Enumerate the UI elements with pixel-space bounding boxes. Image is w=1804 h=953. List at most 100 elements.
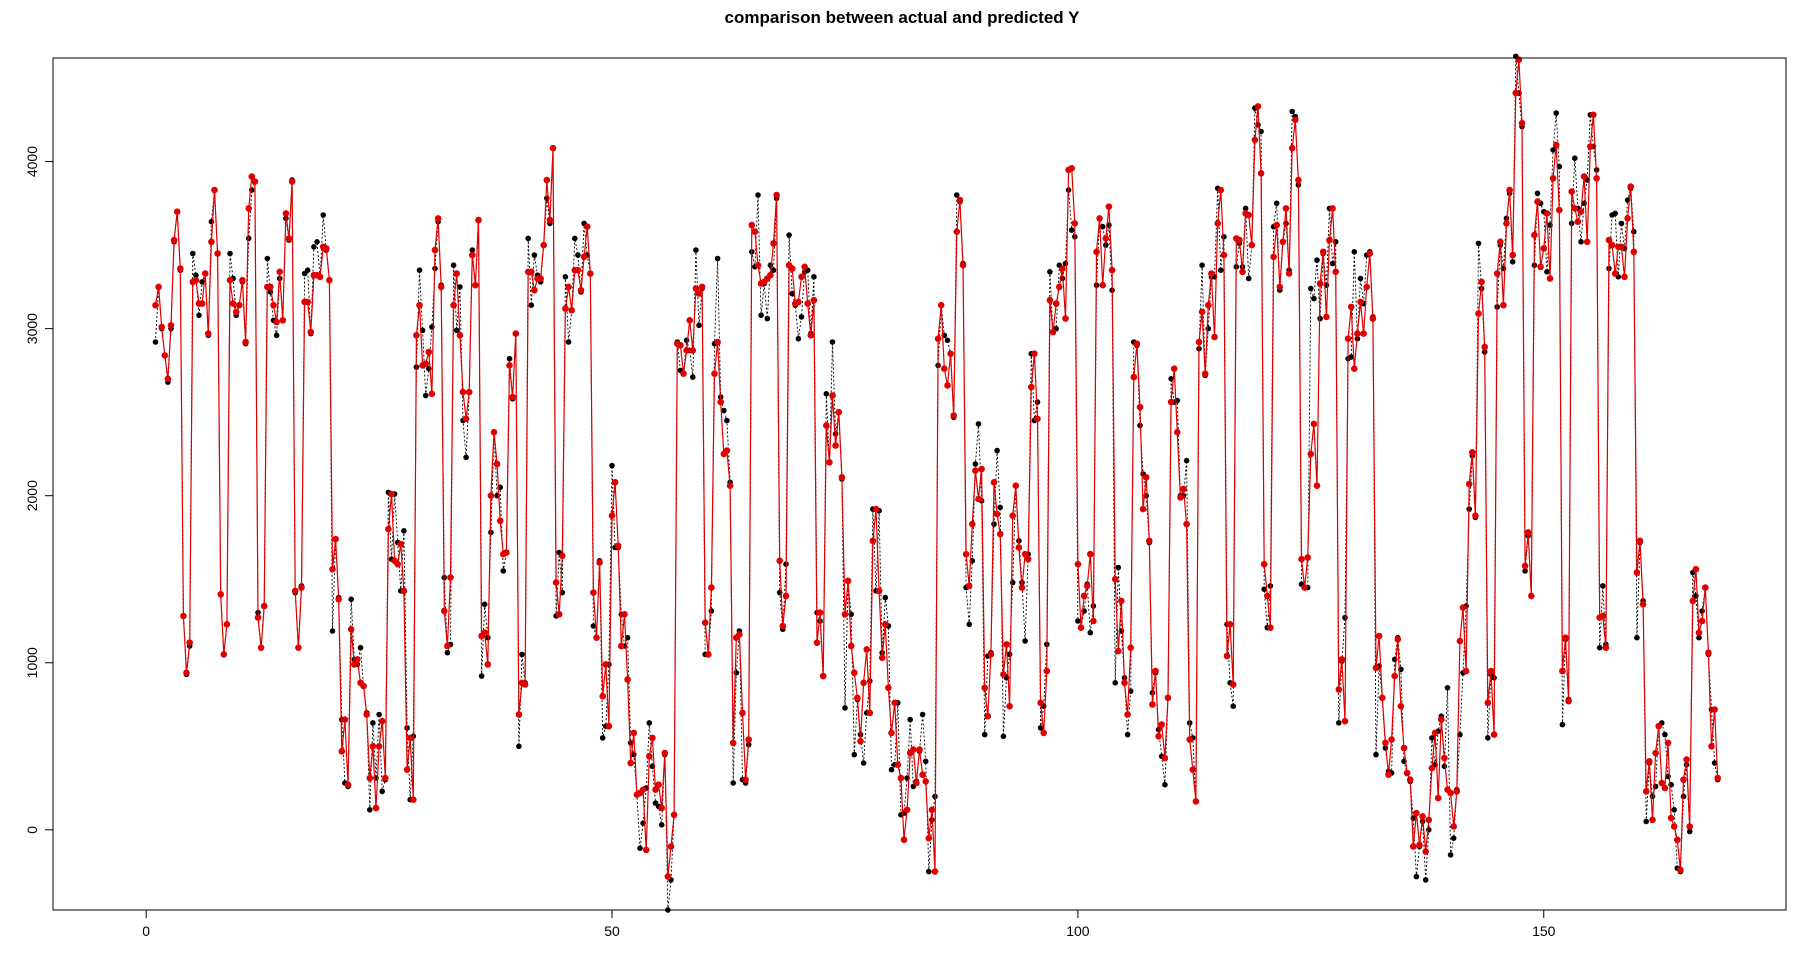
- predicted-point: [813, 639, 821, 646]
- actual-point: [714, 255, 721, 262]
- predicted-point: [708, 584, 715, 591]
- predicted-point: [1655, 722, 1662, 730]
- predicted-point: [851, 669, 858, 677]
- actual-point: [991, 521, 997, 527]
- predicted-point: [158, 323, 165, 331]
- predicted-point: [596, 559, 603, 566]
- predicted-point: [1080, 592, 1088, 600]
- predicted-point: [1229, 681, 1237, 688]
- actual-point: [453, 327, 460, 334]
- actual-point: [1022, 638, 1028, 644]
- predicted-point: [1639, 601, 1647, 608]
- predicted-point: [248, 173, 256, 180]
- predicted-point: [1310, 420, 1318, 428]
- actual-point: [1596, 644, 1603, 651]
- predicted-point: [972, 467, 979, 474]
- predicted-point: [767, 271, 774, 279]
- actual-point: [565, 339, 572, 345]
- actual-point: [1441, 763, 1448, 770]
- predicted-point: [863, 646, 870, 653]
- predicted-point: [1099, 281, 1106, 289]
- predicted-point: [1624, 215, 1631, 222]
- predicted-point: [1400, 744, 1408, 752]
- actual-point: [590, 623, 597, 629]
- predicted-point: [1416, 841, 1423, 849]
- predicted-point: [1431, 729, 1439, 737]
- predicted-point: [1267, 624, 1274, 631]
- predicted-point: [1118, 597, 1125, 605]
- actual-point: [1634, 634, 1640, 641]
- actual-point: [1534, 190, 1541, 197]
- actual-point: [1329, 260, 1336, 267]
- predicted-point: [1686, 823, 1693, 830]
- predicted-point: [1301, 584, 1308, 591]
- actual-point: [693, 247, 699, 253]
- predicted-point: [496, 517, 504, 525]
- actual-point: [1699, 608, 1705, 614]
- actual-point: [832, 431, 839, 437]
- actual-point: [478, 673, 485, 679]
- actual-point: [882, 594, 889, 601]
- predicted-point: [220, 651, 228, 658]
- predicted-point: [354, 656, 361, 663]
- predicted-point: [1006, 702, 1013, 710]
- actual-point: [245, 235, 252, 242]
- predicted-point: [782, 592, 790, 600]
- predicted-point: [1518, 119, 1526, 127]
- predicted-point: [1071, 220, 1079, 227]
- predicted-point: [1419, 813, 1426, 820]
- predicted-point: [891, 699, 898, 707]
- predicted-point: [804, 300, 811, 307]
- predicted-point: [1667, 814, 1675, 822]
- predicted-point: [1046, 296, 1054, 304]
- actual-point: [811, 274, 817, 280]
- predicted-point: [1674, 836, 1681, 844]
- actual-point: [506, 355, 513, 362]
- actual-point: [1447, 852, 1454, 858]
- predicted-point: [965, 582, 973, 590]
- predicted-point: [1292, 116, 1299, 124]
- predicted-point: [229, 300, 237, 307]
- predicted-point: [1136, 403, 1144, 411]
- predicted-point: [1264, 592, 1271, 600]
- predicted-point: [375, 743, 383, 750]
- predicted-point: [198, 300, 206, 307]
- actual-point: [708, 608, 715, 614]
- predicted-point: [304, 298, 312, 306]
- predicted-point: [1459, 604, 1467, 611]
- predicted-point: [1024, 555, 1032, 563]
- predicted-point: [711, 370, 718, 378]
- predicted-point: [236, 301, 243, 309]
- predicted-point: [1524, 529, 1532, 536]
- predicted-point: [487, 492, 495, 500]
- actual-point: [730, 780, 736, 786]
- actual-point: [696, 322, 702, 329]
- predicted-point: [208, 238, 215, 246]
- predicted-point: [878, 654, 886, 661]
- actual-point: [724, 417, 730, 424]
- predicted-point: [245, 205, 252, 212]
- predicted-point: [1018, 584, 1026, 591]
- predicted-point: [670, 811, 678, 819]
- predicted-point: [577, 286, 585, 294]
- predicted-point: [807, 332, 815, 339]
- actual-point: [481, 601, 488, 608]
- predicted-point: [441, 607, 448, 615]
- predicted-point: [1161, 754, 1169, 762]
- predicted-point: [1487, 667, 1495, 675]
- predicted-point: [465, 388, 473, 396]
- predicted-point: [583, 223, 591, 230]
- predicted-point: [1462, 667, 1470, 675]
- actual-point: [1686, 828, 1693, 835]
- predicted-point: [1493, 270, 1501, 277]
- predicted-line: [154, 59, 1719, 877]
- predicted-point: [1698, 617, 1706, 625]
- actual-point: [500, 568, 507, 574]
- predicted-point: [503, 549, 510, 556]
- actual-point: [1087, 629, 1094, 636]
- predicted-point: [291, 587, 299, 595]
- predicted-point: [335, 596, 343, 603]
- predicted-point: [773, 191, 780, 199]
- predicted-point: [282, 210, 290, 217]
